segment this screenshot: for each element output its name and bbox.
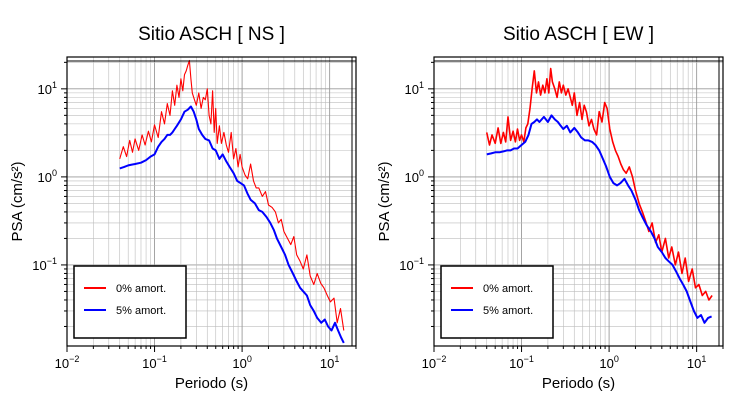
x-tick-label: 10−1 [142,354,167,371]
chart-panel: 10−2 10−1 100 101 10−1 100 101 Sitio ASCH [ NS … [9,24,357,392]
chart-title: Sitio ASCH [ EW ] [503,24,654,45]
y-tick-label: 101 [38,80,57,97]
y-axis-label: PSA (cm/s²) [9,161,26,241]
legend-label: 5% amort. [483,305,533,317]
y-tick-label: 100 [405,168,424,185]
x-tick-label: 10−1 [509,354,534,371]
ticks [428,61,724,352]
x-tick-label: 101 [687,354,706,371]
chart-title: Sitio ASCH [ NS ] [138,24,285,45]
x-tick-label: 100 [599,354,618,371]
plot-frame [66,56,357,347]
plot-frame [433,56,724,347]
legend-label: 0% amort. [116,283,166,295]
legend-box [73,265,187,339]
series-line-0pct [485,67,713,301]
x-tick-label: 100 [232,354,251,371]
chart-panel: 10−2 10−1 100 101 10−1 100 101 Sitio ASCH [ EW … [376,24,724,392]
x-axis-label: Periodo (s) [175,375,248,392]
series-line-0pct [119,59,345,331]
x-tick-label: 10−2 [422,354,447,371]
y-tick-label: 10−1 [32,256,57,273]
series-line-5pct [486,114,712,324]
x-axis-label: Periodo (s) [542,375,615,392]
legend-label: 0% amort. [483,283,533,295]
x-tick-label: 101 [320,354,339,371]
ticks [61,61,357,352]
y-tick-label: 101 [405,80,424,97]
y-tick-label: 100 [38,168,57,185]
y-axis-label: PSA (cm/s²) [376,161,393,241]
legend-box [440,265,554,339]
legend-label: 5% amort. [116,305,166,317]
legend: 0% amort. 5% amort. [440,265,554,339]
y-tick-label: 10−1 [399,256,424,273]
series-line-5pct [119,105,345,344]
legend: 0% amort. 5% amort. [73,265,187,339]
x-tick-label: 10−2 [55,354,80,371]
grid [434,57,723,346]
